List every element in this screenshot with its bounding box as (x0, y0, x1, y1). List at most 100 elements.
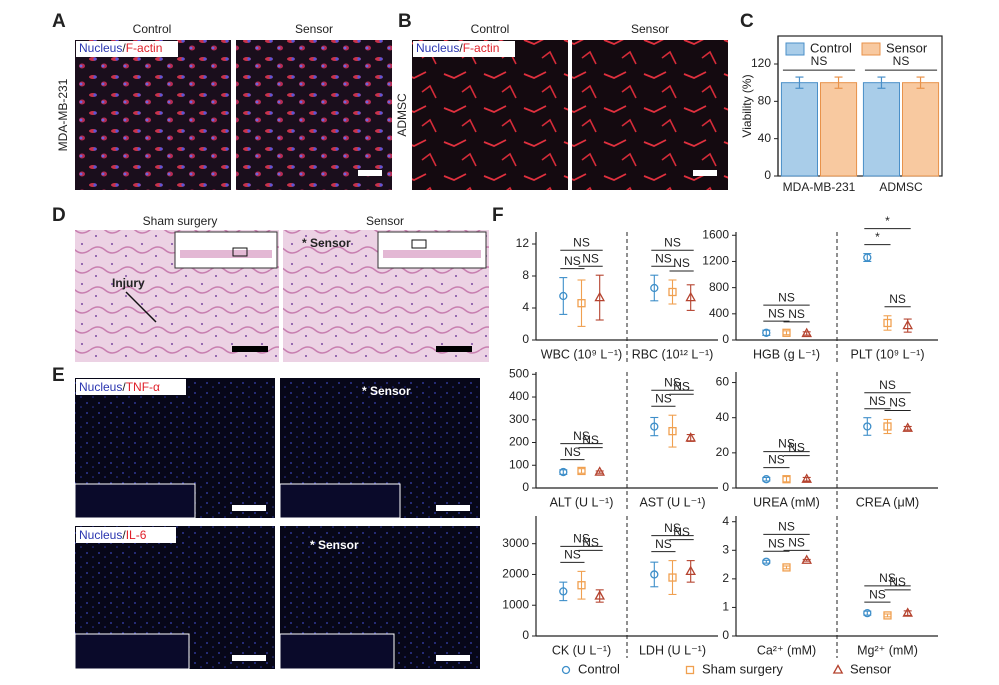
stain-marker: F-actin (463, 41, 500, 55)
point (577, 581, 586, 590)
point (668, 287, 677, 297)
point (650, 570, 659, 579)
point (782, 475, 791, 484)
stain-nucleus: Nucleus (79, 41, 122, 55)
point (685, 565, 697, 576)
inset-tissue (383, 250, 481, 258)
scale-bar (693, 170, 717, 176)
y-tick-label: 0 (722, 628, 729, 642)
point (577, 299, 586, 308)
column-label: Sensor (631, 22, 669, 36)
point (650, 422, 659, 431)
y-tick-label: 100 (509, 457, 529, 471)
stain-nucleus: Nucleus (416, 41, 459, 55)
y-tick-label: 40 (758, 131, 772, 145)
significance-label: NS (573, 429, 590, 443)
significance-label: NS (664, 521, 681, 535)
significance-label: NS (664, 235, 681, 249)
x-tick-label: HGB (g L⁻¹) (753, 347, 820, 361)
significance-label: NS (778, 437, 795, 451)
y-tick-label: 400 (509, 389, 529, 403)
stain-box (413, 41, 515, 57)
y-tick-label: 8 (522, 268, 529, 282)
panel-label: C (740, 11, 754, 32)
x-tick-label: ADMSC (879, 180, 923, 194)
legend-marker (832, 664, 844, 674)
y-tick-label: 4 (722, 514, 729, 528)
stain-box (76, 527, 176, 543)
significance-label: NS (655, 537, 672, 551)
point (863, 608, 872, 618)
y-tick-label: 1000 (502, 597, 529, 611)
significance-label: NS (564, 254, 581, 268)
point (883, 422, 892, 431)
significance-label: NS (655, 391, 672, 405)
panel-label: D (52, 205, 66, 226)
y-tick-label: 200 (509, 435, 529, 449)
column-label: Control (471, 22, 510, 36)
arrow (125, 291, 157, 323)
y-tick-label: 1 (722, 600, 729, 614)
stain-sep: / (122, 528, 126, 542)
stain-sep: / (459, 41, 463, 55)
micrograph (412, 40, 568, 190)
bar (780, 82, 818, 177)
significance-label: NS (889, 396, 906, 410)
column-label: Sensor (295, 22, 333, 36)
stain-nucleus: Nucleus (79, 528, 122, 542)
y-tick-label: 4 (522, 300, 529, 314)
inset (279, 483, 401, 519)
stain-sep: / (122, 380, 126, 394)
sensor-marker: * Sensor (302, 236, 351, 250)
significance-label: NS (582, 433, 599, 447)
column-label: Sensor (366, 214, 404, 228)
point (863, 422, 872, 431)
stain-marker: IL-6 (126, 528, 147, 542)
significance-label: NS (655, 251, 672, 265)
significance-label: NS (582, 251, 599, 265)
legend-swatch (785, 42, 805, 56)
significance-label: NS (673, 525, 690, 539)
legend-label: Control (810, 40, 852, 55)
y-tick-label: 1200 (702, 254, 729, 268)
y-tick-label: 0 (764, 168, 771, 182)
stain-sep: / (122, 41, 126, 55)
x-tick-label: AST (U L⁻¹) (639, 495, 705, 509)
point (902, 607, 914, 617)
significance-label: * (875, 230, 880, 244)
point (594, 590, 606, 600)
scale-bar (232, 505, 266, 511)
point (801, 327, 813, 338)
point (782, 563, 791, 572)
y-tick-label: 1600 (702, 227, 729, 241)
column-label: Sham surgery (143, 214, 218, 228)
significance-label: NS (889, 575, 906, 589)
point (883, 318, 892, 328)
significance-label: NS (768, 536, 785, 550)
significance-label: NS (869, 587, 886, 601)
legend-label: Sensor (886, 40, 928, 55)
panel-label: E (52, 365, 65, 386)
point (762, 328, 771, 337)
stain-marker: TNF-α (126, 380, 160, 394)
row-label: MDA-MB-231 (56, 78, 70, 151)
significance-label: NS (889, 292, 906, 306)
significance-label: NS (788, 307, 805, 321)
stain-label: Nucleus/F-actin (79, 41, 162, 55)
inset (74, 483, 196, 519)
x-tick-label: RBC (10¹² L⁻¹) (632, 347, 714, 361)
y-tick-label: 0 (722, 332, 729, 346)
scale-bar (436, 655, 470, 661)
y-tick-label: 500 (509, 366, 529, 380)
significance-label: NS (768, 306, 785, 320)
panel-label: B (398, 11, 412, 32)
micrograph (75, 40, 231, 190)
significance-label: NS (768, 453, 785, 467)
y-tick-label: 60 (716, 375, 730, 389)
significance-label: NS (582, 536, 599, 550)
y-tick-label: 40 (716, 410, 730, 424)
micrograph (236, 40, 392, 190)
significance-label: * (885, 214, 890, 228)
significance-label: NS (664, 375, 681, 389)
stain-box (76, 379, 186, 395)
